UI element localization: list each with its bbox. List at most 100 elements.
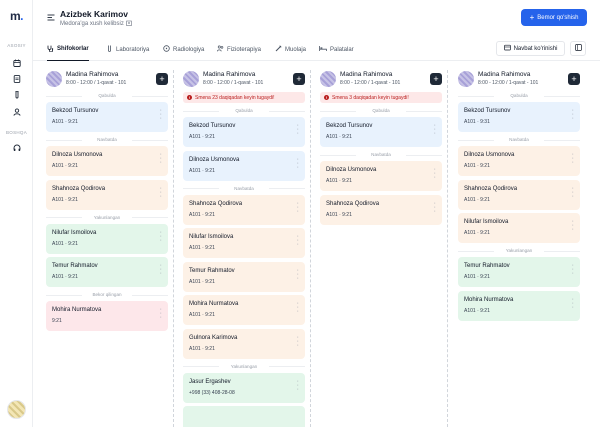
patient-card[interactable]: Temur Rahmatov A101 · 9:21 · · · xyxy=(183,261,305,292)
patient-meta: A101 · 9:21 xyxy=(189,167,215,174)
tab-label: Muolaja xyxy=(285,46,307,53)
doctor-name: Madina Rahimova xyxy=(66,71,119,78)
patient-name: Bekzod Tursunov xyxy=(326,123,373,129)
add-patient-button[interactable]: + Bemor qo'shish xyxy=(521,9,587,26)
patient-name: Nilufar Ismoilova xyxy=(52,229,97,236)
doctor-header: Madina Rahimova 8:00 - 12:00 / 1-qavat -… xyxy=(46,70,168,88)
patient-card[interactable]: Mohira Nurmatova 9:21 · · · xyxy=(46,301,168,331)
patient-card[interactable]: Shahnoza Qodirova A101 · 9:21 · · · xyxy=(46,179,168,210)
tab-laboratoriya[interactable]: Laboratoriya xyxy=(106,38,149,61)
patient-meta: 9:21 xyxy=(52,318,62,324)
group-label: Qabulda xyxy=(320,108,442,113)
patient-name: Nilufar Ismoilova xyxy=(464,219,509,225)
test-tube-icon[interactable] xyxy=(11,89,22,100)
patient-card[interactable]: Dilnoza Usmonova A101 · 9:21 · · · xyxy=(458,146,580,176)
plus-icon: + xyxy=(529,12,535,22)
more-options-icon[interactable]: · · · xyxy=(571,151,574,166)
stethoscope-icon xyxy=(47,45,54,54)
patient-card[interactable]: Nilufar Ismoilova A101 · 9:21 · · · xyxy=(46,223,168,254)
patient-card[interactable]: Bekzod Tursunov A101 · 9:31 · · · xyxy=(458,102,580,132)
tab-fizioterapiya[interactable]: Fizioterapiya xyxy=(217,38,261,61)
more-options-icon[interactable]: · · · xyxy=(571,107,574,122)
patient-card[interactable]: Nilufar Ismoilova A101 · 9:21 · · · xyxy=(183,228,305,258)
patient-card[interactable] xyxy=(183,406,305,427)
people-icon xyxy=(217,45,224,54)
add-appointment-button[interactable]: + xyxy=(430,73,442,85)
more-options-icon[interactable]: · · · xyxy=(296,266,299,282)
more-options-icon[interactable]: · · · xyxy=(571,184,574,200)
more-options-icon[interactable]: · · · xyxy=(296,233,299,248)
doctor-avatar xyxy=(183,71,199,87)
patient-meta: A101 · 9:21 xyxy=(464,163,490,169)
patient-card[interactable]: Dilnoza Usmonova A101 · 9:21 · · · xyxy=(183,150,305,181)
more-options-icon[interactable]: · · · xyxy=(433,199,436,215)
add-appointment-button[interactable]: + xyxy=(568,73,580,85)
patient-card[interactable]: Bekzod Tursunov A101 · 9:21 · · · xyxy=(183,117,305,147)
more-options-icon[interactable]: · · · xyxy=(159,262,162,277)
more-options-icon[interactable]: · · · xyxy=(296,122,299,137)
patient-card[interactable]: Mohira Nurmatova A101 · 9:21 · · · xyxy=(183,295,305,325)
patient-meta: +998 (33) 408-28-08 xyxy=(189,389,235,396)
menu-collapse-icon[interactable] xyxy=(47,14,55,23)
tab-radiologiya[interactable]: Radiologiya xyxy=(163,38,204,61)
more-options-icon[interactable]: · · · xyxy=(159,107,162,122)
patient-card[interactable]: Shahnoza Qodirova A101 · 9:21 · · · xyxy=(458,179,580,210)
more-options-icon[interactable]: · · · xyxy=(571,218,574,233)
header: Azizbek Karimov Medora'ga xush kelibsiz … xyxy=(33,0,600,38)
more-options-icon[interactable]: · · · xyxy=(296,300,299,315)
patient-card[interactable]: Bekzod Tursunov A101 · 9:21 · · · xyxy=(320,117,442,147)
more-options-icon[interactable]: · · · xyxy=(571,295,574,311)
more-options-icon[interactable]: · · · xyxy=(433,166,436,181)
patient-name: Mohira Nurmatova xyxy=(189,301,239,307)
patient-name: Mohira Nurmatova xyxy=(52,307,102,313)
patient-name: Shahnoza Qodirova xyxy=(52,185,106,192)
patient-card[interactable]: Dilnoza Usmonova A101 · 9:21 · · · xyxy=(46,146,168,176)
patient-card[interactable]: Gulnora Karimova A101 · 9:21 · · · xyxy=(183,328,305,359)
tab-muolaja[interactable]: Muolaja xyxy=(275,38,306,61)
more-options-icon[interactable]: · · · xyxy=(159,184,162,200)
patient-card[interactable]: Mohira Nurmatova A101 · 9:21 · · · xyxy=(458,290,580,321)
more-options-icon[interactable]: · · · xyxy=(159,228,162,244)
more-options-icon[interactable]: · · · xyxy=(159,306,162,321)
doctor-column: Madina Rahimova 8:00 - 12:00 / 1-qavat -… xyxy=(320,70,448,427)
patient-card[interactable]: Jasur Ergashev +998 (33) 408-28-08 · · · xyxy=(183,372,305,403)
tab-palatalar[interactable]: Palatalar xyxy=(319,38,354,61)
group-label: Bekor qilingan xyxy=(46,292,168,297)
user-icon[interactable] xyxy=(11,106,22,117)
avatar[interactable] xyxy=(7,400,26,419)
doctor-shift: 8:00 - 12:00 / 1-qavat - 101 xyxy=(203,80,264,86)
tab-shifokorlar[interactable]: Shifokorlar xyxy=(47,38,89,61)
patient-card[interactable]: Dilnoza Usmonova A101 · 9:21 · · · xyxy=(320,161,442,191)
patient-card[interactable]: Temur Rahmatov A101 · 9:21 · · · xyxy=(46,257,168,287)
shift-warning-text: Smena 23 daqiqadan keyin tugaydi! xyxy=(195,94,275,101)
more-options-icon[interactable]: · · · xyxy=(296,377,299,393)
patient-card[interactable]: Bekzod Tursunov A101 · 9:21 · · · xyxy=(46,102,168,132)
patient-card[interactable]: Shahnoza Qodirova A101 · 9:21 · · · xyxy=(183,194,305,225)
more-options-icon[interactable]: · · · xyxy=(296,333,299,349)
more-options-icon[interactable]: · · · xyxy=(433,122,436,137)
more-options-icon[interactable]: · · · xyxy=(159,151,162,166)
more-options-icon[interactable]: · · · xyxy=(296,155,299,171)
calendar-icon[interactable] xyxy=(11,57,22,68)
layout-toggle-button[interactable] xyxy=(570,41,586,56)
patient-card[interactable]: Temur Rahmatov A101 · 9:21 · · · xyxy=(458,257,580,287)
add-appointment-button[interactable]: + xyxy=(156,73,168,85)
patient-card[interactable]: Shahnoza Qodirova A101 · 9:21 · · · xyxy=(320,194,442,225)
shift-warning: ! Smena 3 daqiqadan keyin tugaydi! xyxy=(320,92,442,103)
test-tube-icon xyxy=(106,45,113,54)
welcome-text: Medora'ga xush kelibsiz xyxy=(60,21,124,27)
document-icon[interactable] xyxy=(11,73,22,84)
doctor-board: Madina Rahimova 8:00 - 12:00 / 1-qavat -… xyxy=(33,62,600,427)
syringe-icon xyxy=(275,45,282,54)
patient-meta: A101 · 9:21 xyxy=(464,230,490,236)
patient-meta: A101 · 9:21 xyxy=(52,240,78,247)
patient-meta: A101 · 9:21 xyxy=(189,345,215,352)
more-options-icon[interactable]: · · · xyxy=(296,199,299,215)
add-appointment-button[interactable]: + xyxy=(293,73,305,85)
app-logo[interactable]: m. xyxy=(10,9,24,23)
headphones-icon[interactable] xyxy=(11,142,22,153)
queue-view-button[interactable]: Navbat ko'rinishi xyxy=(496,41,565,56)
tab-label: Palatalar xyxy=(330,46,354,53)
more-options-icon[interactable]: · · · xyxy=(571,262,574,277)
patient-card[interactable]: Nilufar Ismoilova A101 · 9:21 · · · xyxy=(458,213,580,243)
